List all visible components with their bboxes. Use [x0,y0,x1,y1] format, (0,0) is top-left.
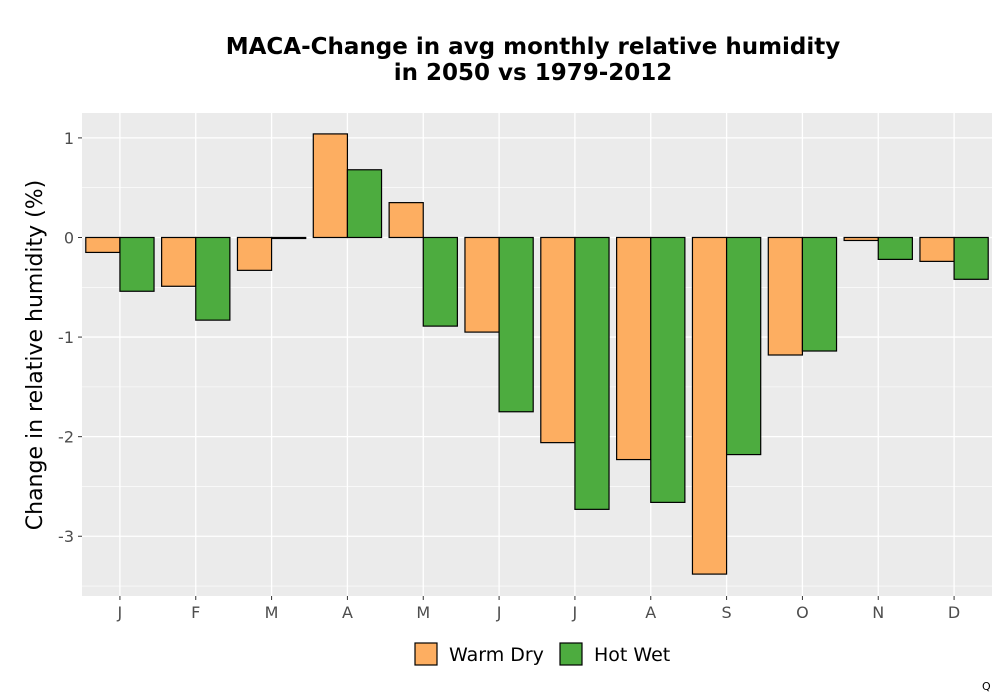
legend: Warm Dry Hot Wet [414,642,670,666]
bars [85,133,989,575]
legend-swatch-hot-wet [559,642,583,666]
x-tick-label: S [722,603,732,622]
y-tick-label: -2 [58,428,74,447]
bar-hot-wet-10 [877,236,913,260]
bar-warm-dry-0 [85,236,121,254]
legend-swatch-warm-dry [414,642,438,666]
bar-warm-dry-10 [843,236,879,242]
bar-warm-dry-1 [161,236,197,287]
bar-warm-dry-3 [312,133,349,239]
bar-warm-dry-5 [464,236,500,333]
bar-warm-dry-9 [767,236,804,356]
bar-hot-wet-3 [346,169,383,239]
bar-hot-wet-6 [574,236,610,510]
bar-warm-dry-8 [691,236,728,575]
x-tick-label: N [872,603,884,622]
bar-hot-wet-1 [195,236,231,321]
chart-title-line-1: MACA-Change in avg monthly relative humi… [226,34,841,60]
bar-warm-dry-4 [388,202,424,239]
legend-label-hot-wet: Hot Wet [594,644,670,666]
plot-panel [82,113,992,596]
x-tick-label: J [572,603,578,622]
y-tick-label: -3 [58,527,74,546]
x-tick-label: D [948,603,960,622]
x-tick-label: F [191,603,200,622]
x-tick-label: A [645,603,656,622]
bar-warm-dry-7 [616,236,652,461]
x-tick-label: J [117,603,123,622]
bar-warm-dry-6 [540,236,576,444]
y-tick-label: -1 [58,328,74,347]
x-tick-label: A [342,603,353,622]
corner-mark: Q [982,680,991,693]
bar-hot-wet-7 [650,236,686,503]
bar-warm-dry-11 [919,236,955,262]
bar-hot-wet-5 [498,236,534,413]
y-axis-title: Change in relative humidity (%) [23,180,48,530]
x-tick-label: M [416,603,430,622]
y-tick-label: 0 [64,228,74,247]
bar-hot-wet-9 [801,236,838,352]
bar-hot-wet-4 [422,236,458,327]
grid-minor [82,187,992,587]
bar-hot-wet-11 [953,236,989,280]
bar-warm-dry-2 [236,236,273,271]
bar-hot-wet-0 [119,236,155,292]
x-tick-label: M [265,603,279,622]
x-tick-label: O [796,603,809,622]
y-axis-ticks: 1 0 -1 -2 -3 [58,129,82,546]
legend-label-warm-dry: Warm Dry [449,644,544,666]
y-tick-label: 1 [64,129,74,148]
chart-title-line-2: in 2050 vs 1979-2012 [394,60,673,86]
x-tick-label: J [496,603,502,622]
bar-hot-wet-8 [725,236,762,456]
bar-hot-wet-2 [270,236,307,240]
